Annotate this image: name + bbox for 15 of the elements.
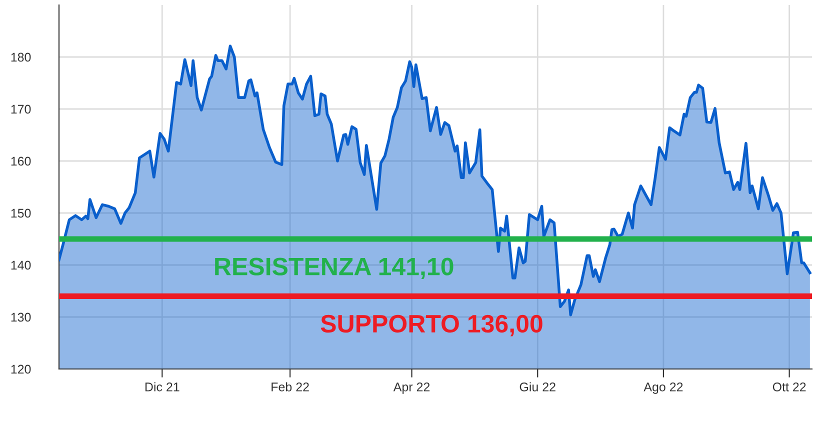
y-tick-label: 140: [11, 260, 31, 270]
y-tick-label: 150: [11, 208, 31, 218]
y-tick-label: 170: [11, 104, 31, 114]
y-tick-label: 130: [11, 312, 31, 322]
x-tick-label: Dic 21: [145, 382, 180, 392]
x-tick-label: Apr 22: [393, 382, 430, 394]
y-tick-label: 180: [11, 52, 31, 62]
x-tick-label: Giu 22: [520, 382, 556, 392]
y-tick-label: 160: [11, 156, 31, 166]
x-tick-label: Ott 22: [772, 382, 806, 392]
annotation: SUPPORTO 136,00: [320, 314, 542, 336]
x-tick-label: Ago 22: [644, 382, 683, 394]
x-tick-label: Feb 22: [272, 382, 309, 392]
annotation: RESISTENZA 141,10: [215, 258, 454, 280]
y-tick-label: 120: [11, 364, 31, 374]
